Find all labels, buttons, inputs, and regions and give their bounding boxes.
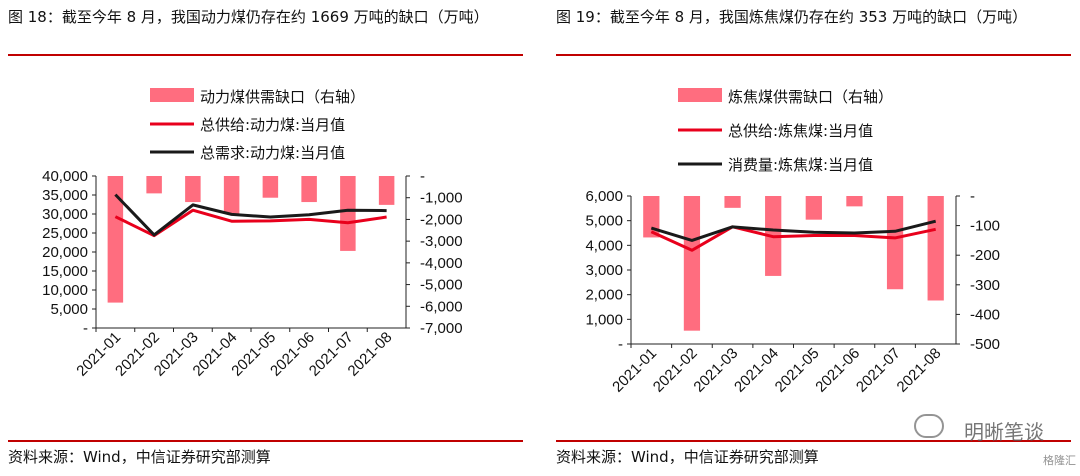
left-left-tick-label: - <box>83 320 88 337</box>
right-x-tick-label: 2021-04 <box>731 345 782 396</box>
left-left-tick-label: 25,000 <box>42 225 88 242</box>
right-legend-label-0: 炼焦煤供需缺口（右轴） <box>728 88 893 106</box>
corner-badge: 格隆汇 <box>1043 454 1076 467</box>
right-left-tick-label: 5,000 <box>585 213 623 230</box>
right-right-tick-label: -100 <box>970 218 1000 235</box>
left-title-rule <box>8 54 523 56</box>
right-x-tick-label: 2021-02 <box>650 345 701 396</box>
right-legend-label-2: 消费量:炼焦煤:当月值 <box>728 156 873 174</box>
left-legend-label-0: 动力煤供需缺口（右轴） <box>200 88 365 106</box>
left-right-tick-label: - <box>420 168 425 185</box>
left-left-tick-label: 35,000 <box>42 187 88 204</box>
watermark-text: 明晰笔谈 <box>964 420 1044 444</box>
left-gap-bar <box>146 176 162 194</box>
left-left-tick-label: 15,000 <box>42 263 88 280</box>
left-gap-bar <box>301 176 317 203</box>
right-right-tick-label: - <box>970 188 975 205</box>
right-left-tick-label: 3,000 <box>585 262 623 279</box>
right-x-tick-label: 2021-03 <box>690 345 741 396</box>
left-left-tick-label: 40,000 <box>42 168 88 185</box>
right-left-tick-label: 2,000 <box>585 287 623 304</box>
left-left-tick-label: 10,000 <box>42 282 88 299</box>
left-gap-bar <box>185 176 201 203</box>
right-figure-title: 图 19：截至今年 8 月，我国炼焦煤仍存在约 353 万吨的缺口（万吨） <box>556 8 1028 26</box>
left-legend-label-1: 总供给:动力煤:当月值 <box>200 116 345 134</box>
left-figure-title: 图 18：截至今年 8 月，我国动力煤仍存在约 1669 万吨的缺口（万吨） <box>8 8 489 26</box>
right-chart-panel: 图 19：截至今年 8 月，我国炼焦煤仍存在约 353 万吨的缺口（万吨） 炼焦… <box>556 0 1071 476</box>
right-legend-swatch-bar <box>678 88 722 102</box>
wechat-icon <box>914 414 944 438</box>
right-x-tick-label: 2021-07 <box>853 345 904 396</box>
left-demand-line <box>114 193 387 237</box>
left-right-tick-label: -2,000 <box>420 211 463 228</box>
right-gap-bar <box>846 196 863 207</box>
left-gap-bar <box>378 176 395 205</box>
left-left-tick-label: 30,000 <box>42 206 88 223</box>
left-chart-panel: 图 18：截至今年 8 月，我国动力煤仍存在约 1669 万吨的缺口（万吨） 动… <box>8 0 523 476</box>
right-title-rule <box>556 54 1071 56</box>
right-x-tick-label: 2021-08 <box>894 345 945 396</box>
right-gap-bar <box>643 196 660 238</box>
left-right-tick-label: -1,000 <box>420 190 463 207</box>
right-x-tick-label: 2021-06 <box>812 345 863 396</box>
left-right-tick-label: -6,000 <box>420 298 463 315</box>
left-right-tick-label: -4,000 <box>420 255 463 272</box>
right-gap-bar <box>805 196 822 220</box>
right-right-tick-label: -400 <box>970 306 1000 323</box>
right-right-tick-label: -300 <box>970 277 1000 294</box>
right-gap-bar <box>683 196 701 331</box>
left-legend-swatch-bar <box>150 88 194 102</box>
right-demand-line <box>650 219 937 242</box>
right-supply-line <box>650 225 936 252</box>
right-source-rule <box>556 440 1071 442</box>
right-left-tick-label: - <box>618 336 623 353</box>
right-right-tick-label: -200 <box>970 247 1000 264</box>
left-legend-label-2: 总需求:动力煤:当月值 <box>200 144 345 162</box>
left-gap-bar <box>340 176 356 251</box>
left-source-rule <box>8 440 523 442</box>
right-left-tick-label: 6,000 <box>585 188 623 205</box>
left-gap-bar <box>223 176 240 214</box>
right-source-note: 资料来源：Wind，中信证券研究部测算 <box>556 448 819 466</box>
left-right-tick-label: -7,000 <box>420 320 463 337</box>
left-gap-bar <box>107 176 124 303</box>
right-right-tick-label: -500 <box>970 336 1000 353</box>
right-x-tick-label: 2021-01 <box>609 345 660 396</box>
left-gap-bar <box>262 176 279 198</box>
right-left-tick-label: 1,000 <box>585 311 623 328</box>
right-x-tick-label: 2021-05 <box>772 345 823 396</box>
left-source-note: 资料来源：Wind，中信证券研究部测算 <box>8 448 271 466</box>
right-left-tick-label: 4,000 <box>585 237 623 254</box>
left-chart: 动力煤供需缺口（右轴）总供给:动力煤:当月值总需求:动力煤:当月值-5,0001… <box>42 88 463 380</box>
left-right-tick-label: -5,000 <box>420 277 463 294</box>
left-left-tick-label: 5,000 <box>50 301 88 318</box>
left-left-tick-label: 20,000 <box>42 244 88 261</box>
right-gap-bar <box>724 196 741 208</box>
left-right-tick-label: -3,000 <box>420 233 463 250</box>
right-gap-bar <box>886 196 904 290</box>
right-legend-label-1: 总供给:炼焦煤:当月值 <box>728 122 873 140</box>
right-gap-bar <box>927 196 944 301</box>
